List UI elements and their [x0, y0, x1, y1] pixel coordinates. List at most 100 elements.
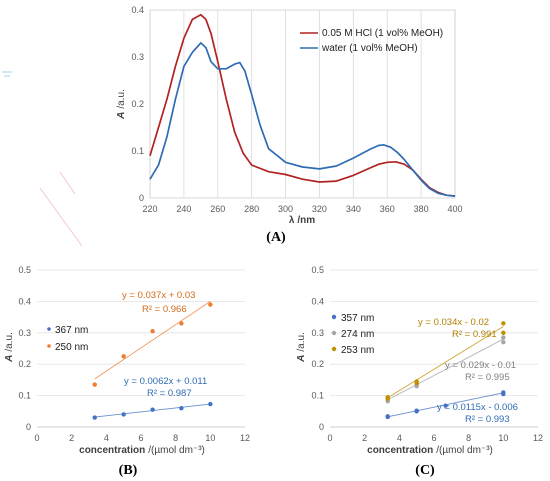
chart-b-xtick-label: 4 — [104, 433, 109, 443]
chart-b-equation-367: y = 0.0062x + 0.011 — [124, 376, 207, 387]
chart-a-xtick-label: 220 — [142, 204, 157, 214]
chart-a-xtick-label: 360 — [380, 204, 395, 214]
decorative-stroke — [39, 187, 83, 247]
chart-c-xtick-label: 2 — [362, 433, 367, 443]
chart-c-r2-253: R² = 0.991 — [452, 329, 497, 340]
chart-c-fit-line-2 — [387, 326, 504, 399]
chart-a-xtick-label: 380 — [414, 204, 429, 214]
chart-c-legend: 357 nm 274 nm 253 nm — [331, 313, 374, 356]
chart-c-ytick-label: 0.2 — [311, 359, 324, 369]
chart-c-point — [501, 340, 506, 345]
chart-b-point — [179, 321, 184, 326]
chart-c-equation-253: y = 0.034x - 0.02 — [418, 317, 489, 328]
chart-b-ylabel-var: A — [4, 355, 15, 363]
legend-b-marker-367 — [47, 327, 51, 331]
chart-c-xlabel: concentration/(µmol dm⁻³) — [367, 445, 493, 456]
chart-c-ytick-label: 0 — [319, 422, 324, 432]
chart-b-point — [150, 407, 155, 412]
legend-c-marker-274 — [331, 330, 337, 336]
chart-a-xtick-label: 260 — [210, 204, 225, 214]
chart-b-ytick-label: 0.2 — [18, 359, 31, 369]
chart-b-xtick-label: 2 — [69, 433, 74, 443]
chart-b-xtick-label: 12 — [240, 433, 250, 443]
chart-b-ytick-label: 0.5 — [18, 265, 31, 275]
legend-c-label-253: 253 nm — [341, 345, 374, 356]
legend-b-label-250: 250 nm — [55, 342, 88, 353]
chart-b-gridlines — [37, 269, 245, 428]
chart-b-xlabel: concentration/(µmol dm⁻³) — [79, 445, 205, 456]
chart-c-ytick-label: 0.1 — [311, 391, 324, 401]
chart-a-ylabel-unit: /a.u. — [116, 89, 127, 108]
chart-b-xlabel-var: concentration — [79, 445, 145, 456]
chart-b-equation-250: y = 0.037x + 0.03 — [122, 290, 195, 301]
chart-a-xtick-label: 320 — [312, 204, 327, 214]
chart-b-point — [208, 302, 213, 307]
chart-c-xtick-label: 0 — [327, 433, 332, 443]
chart-c-xtick-label: 12 — [533, 433, 543, 443]
chart-a-ylabel: A/a.u. — [116, 89, 127, 120]
chart-a-ytick-label: 0.2 — [131, 99, 144, 109]
chart-c-r2-274: R² = 0.995 — [465, 372, 510, 383]
chart-c-point — [501, 330, 506, 335]
chart-c-point — [501, 335, 506, 340]
chart-b-ytick-label: 0 — [26, 422, 31, 432]
chart-a-xtick-label: 340 — [346, 204, 361, 214]
chart-a-ytick-label: 0 — [139, 193, 144, 203]
chart-c: 0 0.1 0.2 0.3 0.4 0.5 0 2 4 6 8 10 12 357 nm 274 nm … — [296, 265, 543, 478]
chart-b-r2-250: R² = 0.966 — [142, 304, 187, 315]
chart-a-series — [149, 13, 456, 197]
chart-b-point — [121, 354, 126, 359]
chart-b-xlabel-unit: /(µmol dm⁻³) — [148, 445, 205, 456]
chart-c-ytick-label: 0.4 — [311, 296, 324, 306]
chart-c-points — [385, 321, 506, 420]
chart-b-ytick-label: 0.3 — [18, 328, 31, 338]
chart-c-xtick-label: 4 — [397, 433, 402, 443]
chart-a-xtick-label: 400 — [447, 204, 462, 214]
chart-c-point — [443, 403, 448, 408]
chart-c-ytick-label: 0.3 — [311, 328, 324, 338]
panel-label-c: (C) — [415, 463, 435, 478]
chart-b-point — [208, 401, 213, 407]
chart-c-xlabel-var: concentration — [367, 445, 433, 456]
chart-b-fit-lines — [94, 301, 211, 418]
chart-b-ytick-label: 0.1 — [18, 391, 31, 401]
chart-b-xtick-label: 8 — [173, 433, 178, 443]
chart-a-ticks: 220 240 260 280 300 320 340 360 380 400 0 0.1 0.2 0.3… — [131, 5, 462, 214]
chart-c-ylabel: A/a.u. — [296, 332, 307, 363]
chart-c-point — [501, 390, 506, 395]
chart-c-point — [385, 414, 390, 419]
chart-c-point — [385, 394, 390, 400]
chart-c-xlabel-unit: /(µmol dm⁻³) — [436, 445, 493, 456]
chart-c-xtick-label: 8 — [466, 433, 471, 443]
chart-c-ytick-label: 0.5 — [311, 265, 324, 275]
chart-b-ytick-label: 0.4 — [18, 296, 31, 306]
chart-c-point — [414, 408, 419, 413]
chart-c-equation-357: y = 0.0115x - 0.006 — [437, 402, 518, 413]
chart-c-ylabel-unit: /a.u. — [296, 332, 307, 351]
chart-c-point — [501, 321, 506, 326]
chart-b-ylabel: A/a.u. — [4, 332, 15, 363]
legend-a-label-water: water (1 vol% MeOH) — [321, 43, 418, 54]
chart-a-xtick-label: 240 — [176, 204, 191, 214]
chart-b-fit-line-1 — [94, 301, 211, 380]
legend-a-label-hcl: 0.05 M HCl (1 vol% MeOH) — [322, 28, 443, 39]
chart-a-legend: 0.05 M HCl (1 vol% MeOH) water (1 vol% M… — [300, 28, 443, 54]
chart-a-ylabel-var: A — [116, 112, 127, 120]
chart-a-series-line-0 — [149, 13, 456, 197]
panel-label-b: (B) — [119, 463, 138, 478]
chart-c-xtick-label: 10 — [498, 433, 508, 443]
chart-b-point — [92, 382, 97, 387]
chart-a: 220 240 260 280 300 320 340 360 380 400 0 0.1 0.2 0.3… — [2, 5, 463, 247]
chart-a-xtick-label: 280 — [244, 204, 259, 214]
legend-c-label-274: 274 nm — [341, 329, 374, 340]
chart-b-point — [150, 329, 155, 334]
panel-label-a: (A) — [266, 230, 286, 245]
chart-c-ylabel-var: A — [296, 355, 307, 363]
chart-a-ytick-label: 0.1 — [131, 146, 144, 156]
chart-c-ticks: 0 0.1 0.2 0.3 0.4 0.5 0 2 4 6 8 10 12 — [311, 265, 543, 443]
chart-c-equation-274: y = 0.029x - 0.01 — [445, 360, 516, 371]
chart-a-ytick-label: 0.3 — [131, 52, 144, 62]
chart-a-xtick-label: 300 — [278, 204, 293, 214]
decorative-stroke — [59, 171, 76, 195]
chart-a-ytick-label: 0.4 — [131, 5, 144, 15]
